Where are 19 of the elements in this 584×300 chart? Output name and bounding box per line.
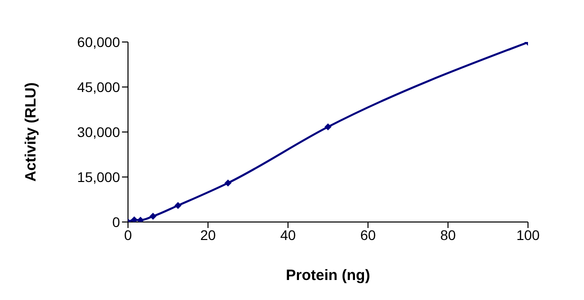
y-tick-label: 45,000 — [77, 78, 120, 95]
x-tick-label: 20 — [200, 226, 216, 243]
x-tick-label: 100 — [516, 226, 540, 243]
point — [324, 123, 332, 130]
x-tick-label: 80 — [440, 226, 456, 243]
x-tick-label: 40 — [280, 226, 296, 243]
y-tick-label: 0 — [112, 214, 120, 230]
y-tick-label: 15,000 — [77, 168, 120, 185]
point — [130, 216, 138, 222]
point — [174, 202, 182, 209]
y-axis-title: Activity (RLU) — [22, 82, 40, 182]
point — [137, 216, 144, 222]
y-tick-label: 30,000 — [77, 124, 120, 140]
x-tick-label: 0 — [124, 226, 132, 243]
point — [150, 212, 156, 220]
point — [224, 180, 232, 186]
x-tick-label: 60 — [360, 226, 376, 243]
x-axis-title: Protein (ng) — [286, 267, 370, 284]
y-tick-label: 60,000 — [77, 34, 120, 50]
